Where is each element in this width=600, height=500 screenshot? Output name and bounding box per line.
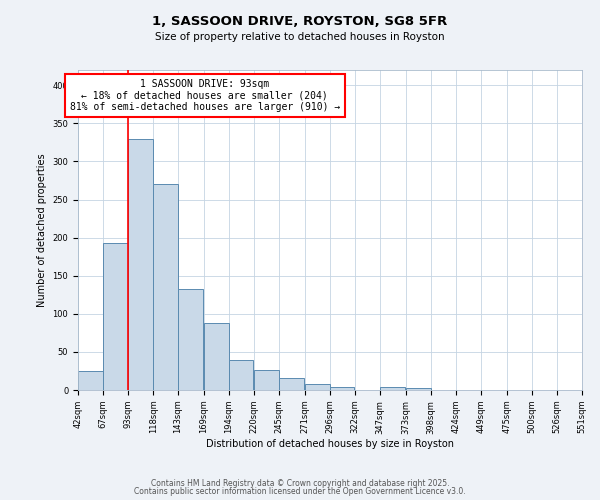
Bar <box>279 378 304 390</box>
X-axis label: Distribution of detached houses by size in Royston: Distribution of detached houses by size … <box>206 440 454 450</box>
Bar <box>78 371 103 390</box>
Bar <box>406 388 431 390</box>
Bar <box>103 243 128 390</box>
Text: Contains public sector information licensed under the Open Government Licence v3: Contains public sector information licen… <box>134 487 466 496</box>
Bar <box>329 387 354 390</box>
Text: Contains HM Land Registry data © Crown copyright and database right 2025.: Contains HM Land Registry data © Crown c… <box>151 478 449 488</box>
Bar <box>380 387 405 390</box>
Bar <box>254 370 279 390</box>
Bar <box>128 138 153 390</box>
Bar <box>229 360 253 390</box>
Bar <box>305 384 329 390</box>
Text: Size of property relative to detached houses in Royston: Size of property relative to detached ho… <box>155 32 445 42</box>
Bar <box>204 323 229 390</box>
Bar <box>178 290 203 390</box>
Bar <box>582 387 600 390</box>
Bar <box>153 184 178 390</box>
Text: 1 SASSOON DRIVE: 93sqm
← 18% of detached houses are smaller (204)
81% of semi-de: 1 SASSOON DRIVE: 93sqm ← 18% of detached… <box>70 79 340 112</box>
Y-axis label: Number of detached properties: Number of detached properties <box>37 153 47 307</box>
Text: 1, SASSOON DRIVE, ROYSTON, SG8 5FR: 1, SASSOON DRIVE, ROYSTON, SG8 5FR <box>152 15 448 28</box>
